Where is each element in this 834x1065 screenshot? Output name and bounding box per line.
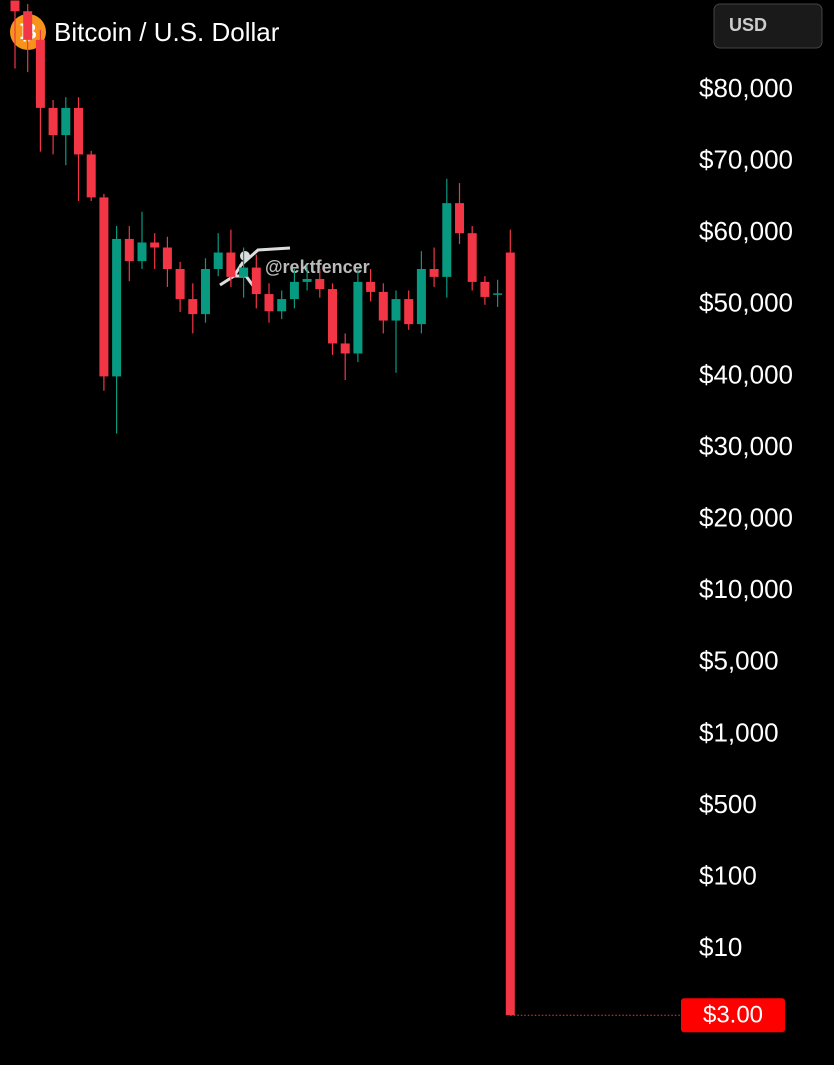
chart-title: Bitcoin / U.S. Dollar [54, 17, 280, 47]
currency-button-label[interactable]: USD [729, 15, 767, 35]
candle-body [150, 242, 160, 248]
y-tick-label: $10 [699, 932, 742, 962]
candle-body [315, 279, 325, 290]
candle-body [86, 154, 96, 198]
candle-body [366, 281, 376, 292]
y-tick-label: $70,000 [699, 144, 793, 174]
candle-body [137, 242, 147, 262]
candle-body [48, 107, 58, 136]
candle-body [480, 281, 490, 297]
candle-body [112, 238, 122, 377]
candle-body [467, 233, 477, 282]
y-tick-label: $30,000 [699, 431, 793, 461]
candle-body [35, 39, 45, 108]
y-tick-label: $10,000 [699, 574, 793, 604]
last-price-box [681, 998, 785, 1033]
candle-body [162, 247, 172, 269]
candle-body [353, 281, 363, 354]
candle-body [213, 252, 223, 269]
candle-body [175, 269, 185, 300]
candle-body [99, 197, 109, 377]
y-tick-label: $20,000 [699, 502, 793, 532]
y-tick-label: $40,000 [699, 359, 793, 389]
candle-body [61, 107, 71, 136]
candle-body [226, 252, 236, 277]
candle-body [378, 291, 388, 321]
y-tick-label: $5,000 [699, 646, 779, 676]
y-tick-label: $1,000 [699, 717, 779, 747]
candle-body [455, 203, 464, 234]
candle-body [442, 203, 452, 277]
candle-body [404, 299, 414, 325]
candle-body [23, 11, 33, 40]
y-tick-label: $60,000 [699, 216, 793, 246]
candle-body [251, 267, 261, 295]
candle-body [264, 294, 274, 312]
y-tick-label: $500 [699, 789, 757, 819]
candle-body [328, 289, 337, 344]
y-tick-label: $50,000 [699, 288, 793, 318]
candle-body [277, 299, 287, 312]
candle-body [10, 0, 20, 12]
watermark: @rektfencer [265, 257, 370, 277]
candle-body [302, 279, 312, 282]
candle-body [416, 269, 426, 325]
y-tick-label: $80,000 [699, 73, 793, 103]
candle-body [188, 299, 198, 315]
y-tick-label: $100 [699, 860, 757, 890]
candle-body [289, 281, 299, 300]
candle-body [391, 299, 401, 321]
candle-body [124, 238, 134, 262]
candle-body [74, 107, 83, 155]
candle-body [239, 267, 249, 277]
candle-body [429, 269, 439, 277]
candle-body [340, 343, 350, 354]
candle-body [201, 269, 210, 315]
candle-body [505, 252, 515, 1016]
candle-body [493, 293, 503, 295]
last-price-label: $3.00 [703, 1002, 763, 1029]
currency-button[interactable] [713, 3, 823, 49]
